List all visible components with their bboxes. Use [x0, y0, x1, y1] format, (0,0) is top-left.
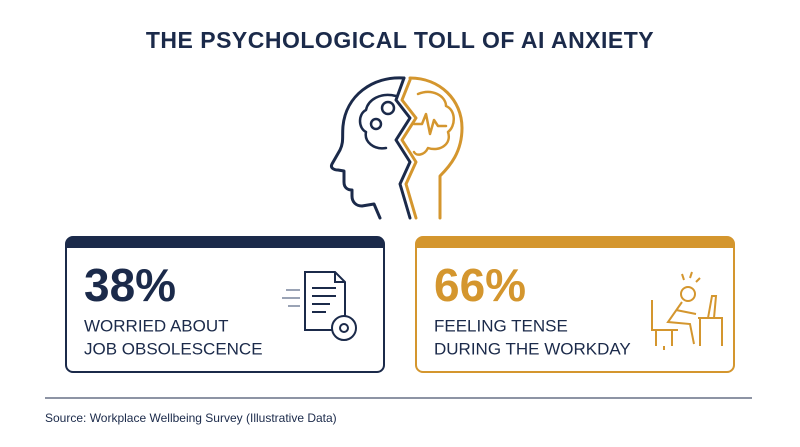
- stat-label: DURING THE WORKDAY: [434, 339, 631, 358]
- stat-card: 38% WORRIED ABOUT JOB OBSOLESCENCE: [65, 236, 385, 373]
- head-icon: [330, 76, 464, 220]
- document-gear-icon: [282, 271, 357, 341]
- stat-value: 66%: [434, 259, 526, 311]
- stat-value: 38%: [84, 259, 176, 311]
- title: THE PSYCHOLOGICAL TOLL OF AI ANXIETY: [146, 27, 654, 53]
- source-note: Source: Workplace Wellbeing Survey (Illu…: [45, 411, 337, 425]
- stat-card: 66% FEELING TENSE DURING THE WORKDAY: [415, 236, 735, 373]
- stat-label: JOB OBSOLESCENCE: [84, 339, 263, 358]
- stat-label: WORRIED ABOUT: [84, 316, 229, 335]
- stat-label: FEELING TENSE: [434, 316, 568, 335]
- tense-worker-icon: [651, 271, 723, 350]
